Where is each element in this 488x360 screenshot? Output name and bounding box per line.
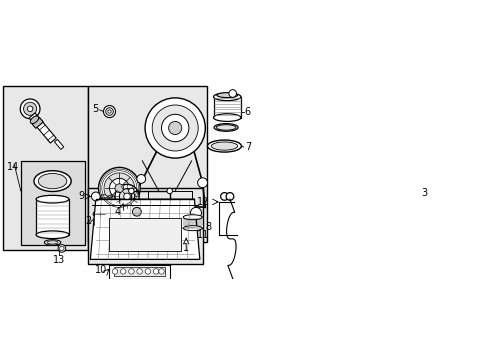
Text: 8: 8 — [205, 221, 211, 231]
Polygon shape — [29, 113, 56, 143]
Circle shape — [128, 269, 134, 274]
Ellipse shape — [213, 114, 241, 121]
Circle shape — [109, 178, 129, 198]
Circle shape — [115, 184, 123, 193]
Circle shape — [112, 269, 118, 274]
Bar — [183, 217, 202, 228]
Circle shape — [161, 114, 188, 142]
Polygon shape — [90, 199, 200, 260]
Text: 9: 9 — [79, 192, 85, 202]
Circle shape — [225, 193, 233, 200]
Polygon shape — [32, 118, 43, 128]
Circle shape — [120, 269, 126, 274]
Bar — [114, 267, 165, 276]
Bar — [109, 265, 169, 279]
Bar — [87, 188, 202, 264]
Text: 4: 4 — [114, 207, 120, 217]
Circle shape — [23, 102, 37, 116]
Circle shape — [168, 121, 182, 135]
Circle shape — [197, 178, 207, 188]
Circle shape — [133, 227, 142, 237]
Ellipse shape — [30, 116, 39, 123]
Circle shape — [132, 207, 141, 216]
Circle shape — [123, 193, 130, 200]
Text: 1: 1 — [183, 243, 189, 253]
Ellipse shape — [95, 212, 104, 216]
Text: 3: 3 — [421, 188, 427, 198]
Text: 14: 14 — [6, 162, 19, 172]
Text: 12: 12 — [197, 197, 209, 207]
Circle shape — [220, 193, 228, 200]
Bar — [36, 199, 69, 235]
Circle shape — [137, 175, 145, 183]
Bar — [21, 161, 85, 244]
Circle shape — [108, 110, 111, 113]
Circle shape — [105, 108, 113, 116]
Circle shape — [130, 224, 145, 240]
Text: 13: 13 — [53, 255, 65, 265]
Circle shape — [103, 105, 115, 118]
Ellipse shape — [34, 171, 71, 192]
Circle shape — [159, 269, 164, 274]
Ellipse shape — [93, 212, 97, 216]
Ellipse shape — [216, 125, 236, 130]
Ellipse shape — [213, 93, 241, 100]
Circle shape — [119, 189, 134, 204]
Circle shape — [190, 207, 201, 218]
Circle shape — [128, 188, 134, 194]
Circle shape — [145, 269, 150, 274]
Text: 10: 10 — [94, 265, 106, 275]
Circle shape — [58, 244, 65, 252]
Text: 2: 2 — [85, 216, 92, 226]
Text: 5: 5 — [92, 104, 99, 114]
Ellipse shape — [38, 174, 67, 189]
Circle shape — [137, 269, 142, 274]
Text: 11: 11 — [197, 230, 209, 240]
Bar — [87, 86, 206, 242]
Ellipse shape — [47, 241, 58, 244]
Circle shape — [228, 90, 236, 97]
Ellipse shape — [36, 195, 69, 203]
Ellipse shape — [44, 240, 61, 245]
Circle shape — [115, 184, 139, 208]
Ellipse shape — [216, 93, 237, 98]
Ellipse shape — [36, 231, 69, 239]
Circle shape — [91, 192, 100, 201]
Bar — [213, 97, 241, 118]
Circle shape — [27, 106, 33, 112]
Ellipse shape — [183, 226, 202, 231]
Bar — [3, 86, 87, 250]
Text: 7: 7 — [244, 142, 250, 152]
Ellipse shape — [183, 215, 202, 220]
Circle shape — [20, 99, 40, 119]
Ellipse shape — [108, 195, 113, 198]
Circle shape — [60, 246, 64, 251]
Text: 6: 6 — [244, 107, 250, 117]
Polygon shape — [54, 139, 63, 149]
Circle shape — [152, 105, 198, 151]
Circle shape — [104, 173, 134, 203]
Circle shape — [99, 167, 140, 209]
Circle shape — [153, 269, 159, 274]
Ellipse shape — [211, 142, 237, 150]
Ellipse shape — [214, 123, 238, 131]
Ellipse shape — [101, 195, 107, 198]
Bar — [109, 218, 180, 251]
Circle shape — [166, 188, 172, 194]
Ellipse shape — [207, 140, 241, 152]
Circle shape — [145, 98, 205, 158]
